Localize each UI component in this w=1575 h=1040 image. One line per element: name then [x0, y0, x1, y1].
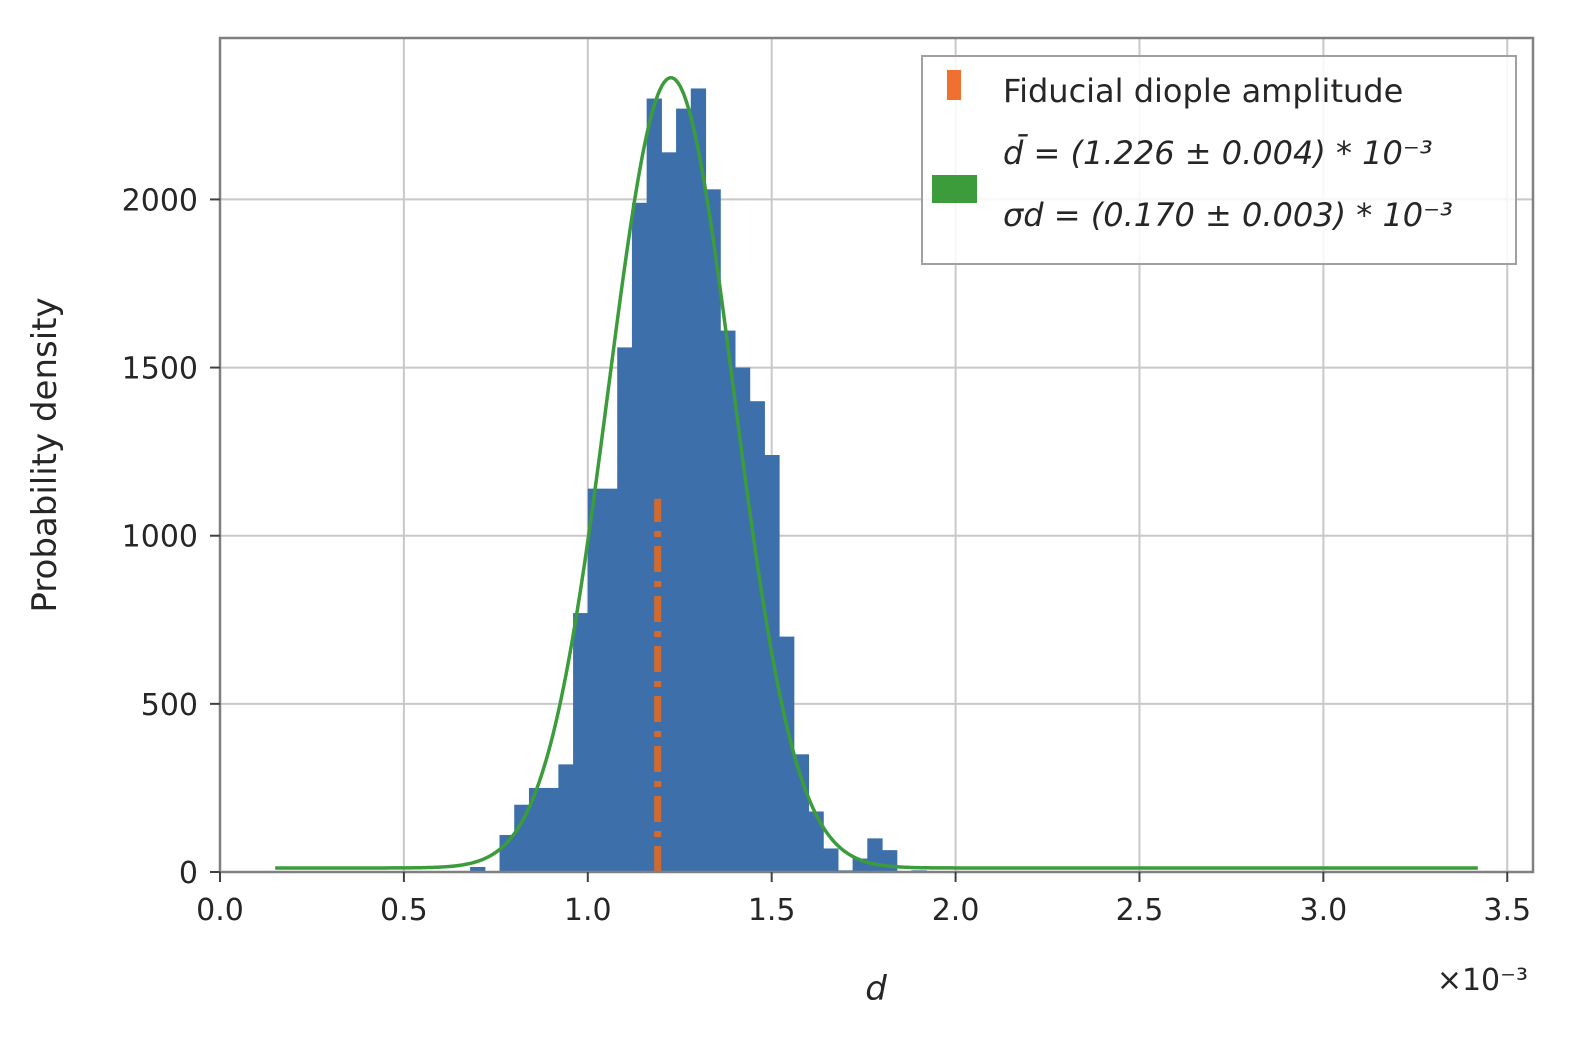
fit-curve [275, 76, 1478, 870]
x-tick-label: 1.5 [748, 893, 796, 928]
y-tick-label: 0 [179, 856, 198, 891]
histogram-bar [631, 202, 648, 873]
histogram-bar [734, 367, 751, 872]
y-tick-label: 2000 [122, 183, 198, 218]
legend-fiducial-label: Fiducial diople amplitude [1003, 72, 1403, 110]
histogram-bar [867, 838, 883, 872]
y-tick-label: 1000 [122, 520, 198, 555]
x-tick-label: 1.0 [564, 893, 612, 928]
histogram-bar [587, 488, 604, 872]
y-tick-label: 1500 [122, 352, 198, 387]
x-tick-label: 0.0 [196, 893, 244, 928]
y-ticks: 0 500 1000 1500 2000 [122, 183, 220, 891]
legend-fit-label-sigma: σd = (0.170 ± 0.003) * 10⁻³ [1003, 196, 1453, 234]
histogram-bar [646, 98, 662, 873]
histogram-bar [882, 850, 898, 872]
fit-curve-group [275, 76, 1478, 870]
legend-frame [921, 55, 1517, 265]
legend: Fiducial diople amplitude d̄ = (1.226 ± … [921, 55, 1517, 265]
legend-fiducial-swatch [947, 70, 961, 100]
y-tick-label: 500 [141, 688, 198, 723]
x-offset-text: ×10⁻³ [1437, 963, 1528, 998]
histogram-bar [528, 787, 545, 872]
histogram-bar [690, 88, 707, 873]
histogram-bar [617, 347, 633, 872]
histogram-bar [676, 108, 692, 872]
histogram-bar [602, 488, 618, 872]
histogram-bar [661, 152, 677, 872]
histogram-bar [779, 636, 795, 872]
y-axis-label: Probability density [25, 297, 65, 612]
histogram-bar [793, 754, 810, 872]
histogram-bar [558, 764, 574, 872]
x-ticks: 0.0 0.5 1.0 1.5 2.0 2.5 3.0 3.5 [196, 872, 1531, 928]
histogram-bar [470, 866, 486, 872]
histogram-bar [573, 613, 589, 872]
histogram-bar [808, 811, 824, 872]
histogram-bars [470, 88, 927, 873]
x-tick-label: 3.5 [1483, 893, 1531, 928]
histogram-bar [823, 848, 839, 872]
x-tick-label: 2.5 [1116, 893, 1164, 928]
legend-fit-label-mean: d̄ = (1.226 ± 0.004) * 10⁻³ [1003, 133, 1433, 172]
x-tick-label: 0.5 [380, 893, 428, 928]
histogram-bar [543, 787, 559, 872]
plot-frame [218, 36, 1535, 874]
x-axis-label: d [865, 969, 887, 1009]
x-tick-label: 3.0 [1300, 893, 1348, 928]
x-tick-label: 2.0 [932, 893, 980, 928]
histogram-bar [514, 804, 530, 872]
histogram-bar [720, 330, 736, 872]
histogram-bar [749, 401, 765, 872]
legend-fit-swatch [932, 175, 977, 203]
histogram-bar [705, 189, 721, 873]
